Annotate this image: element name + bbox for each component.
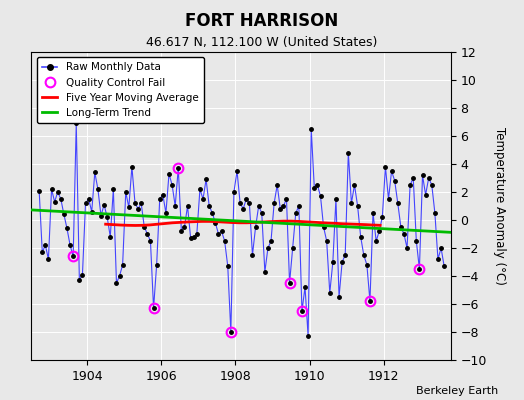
- Legend: Raw Monthly Data, Quality Control Fail, Five Year Moving Average, Long-Term Tren: Raw Monthly Data, Quality Control Fail, …: [37, 57, 204, 123]
- Text: 46.617 N, 112.100 W (United States): 46.617 N, 112.100 W (United States): [146, 36, 378, 49]
- Text: FORT HARRISON: FORT HARRISON: [185, 12, 339, 30]
- Text: Berkeley Earth: Berkeley Earth: [416, 386, 498, 396]
- Y-axis label: Temperature Anomaly (°C): Temperature Anomaly (°C): [493, 127, 506, 285]
